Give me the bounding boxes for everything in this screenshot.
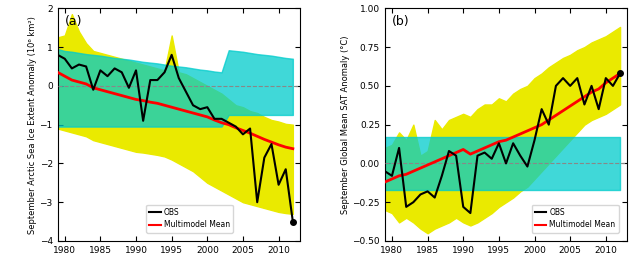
Y-axis label: September Arctic Sea Ice Extent Anomaly (10⁶ km²): September Arctic Sea Ice Extent Anomaly … — [28, 16, 36, 234]
Text: (a): (a) — [65, 15, 83, 28]
Y-axis label: September Global Mean SAT Anomaly (°C): September Global Mean SAT Anomaly (°C) — [340, 35, 349, 214]
Text: (b): (b) — [392, 15, 410, 28]
Legend: OBS, Multimodel Mean: OBS, Multimodel Mean — [147, 205, 233, 232]
Legend: OBS, Multimodel Mean: OBS, Multimodel Mean — [532, 205, 618, 232]
